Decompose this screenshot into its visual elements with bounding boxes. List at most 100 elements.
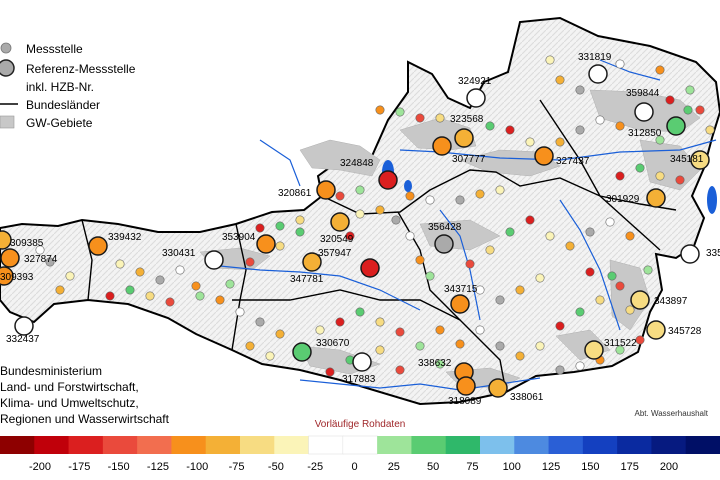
station-dot[interactable] bbox=[655, 65, 665, 75]
reference-station[interactable]: 307777 bbox=[432, 136, 486, 165]
station-dot[interactable] bbox=[595, 115, 605, 125]
station-dot[interactable] bbox=[545, 231, 555, 241]
station-dot[interactable] bbox=[105, 291, 115, 301]
reference-station[interactable]: 345728 bbox=[646, 320, 702, 340]
station-dot[interactable] bbox=[35, 245, 45, 255]
station-dot[interactable] bbox=[545, 55, 555, 65]
reference-station[interactable]: 327874 bbox=[0, 248, 58, 268]
station-dot[interactable] bbox=[195, 291, 205, 301]
reference-station[interactable]: 301929 bbox=[606, 188, 666, 208]
station-dot[interactable] bbox=[155, 275, 165, 285]
station-dot[interactable] bbox=[455, 339, 465, 349]
station-dot[interactable] bbox=[555, 75, 565, 85]
station-dot[interactable] bbox=[585, 227, 595, 237]
station-dot[interactable] bbox=[595, 295, 605, 305]
station-dot[interactable] bbox=[295, 227, 305, 237]
station-dot[interactable] bbox=[485, 121, 495, 131]
station-dot[interactable] bbox=[415, 341, 425, 351]
station-dot[interactable] bbox=[505, 227, 515, 237]
station-dot[interactable] bbox=[425, 271, 435, 281]
station-dot[interactable] bbox=[555, 321, 565, 331]
reference-station[interactable]: 312850 bbox=[628, 116, 686, 139]
station-dot[interactable] bbox=[375, 205, 385, 215]
station-dot[interactable] bbox=[215, 295, 225, 305]
station-dot[interactable] bbox=[475, 189, 485, 199]
station-dot[interactable] bbox=[265, 351, 275, 361]
station-dot[interactable] bbox=[615, 121, 625, 131]
station-dot[interactable] bbox=[255, 317, 265, 327]
reference-station[interactable]: 339432 bbox=[88, 232, 142, 256]
reference-station[interactable]: 331819 bbox=[578, 52, 612, 84]
reference-station[interactable]: 309385 bbox=[0, 230, 44, 250]
station-dot[interactable] bbox=[335, 317, 345, 327]
station-dot[interactable] bbox=[695, 105, 705, 115]
reference-station[interactable]: 338061 bbox=[488, 378, 544, 403]
station-dot[interactable] bbox=[355, 307, 365, 317]
station-dot[interactable] bbox=[515, 351, 525, 361]
reference-station[interactable]: 359844 bbox=[626, 88, 660, 122]
station-dot[interactable] bbox=[225, 279, 235, 289]
station-dot[interactable] bbox=[643, 265, 653, 275]
station-dot[interactable] bbox=[607, 271, 617, 281]
station-dot[interactable] bbox=[115, 259, 125, 269]
station-dot[interactable] bbox=[495, 295, 505, 305]
station-dot[interactable] bbox=[635, 163, 645, 173]
station-dot[interactable] bbox=[375, 345, 385, 355]
station-dot[interactable] bbox=[415, 113, 425, 123]
station-dot[interactable] bbox=[575, 125, 585, 135]
station-dot[interactable] bbox=[705, 125, 715, 135]
station-dot[interactable] bbox=[315, 325, 325, 335]
station-dot[interactable] bbox=[125, 285, 135, 295]
station-dot[interactable] bbox=[245, 257, 255, 267]
reference-station[interactable]: 347781 bbox=[290, 252, 324, 285]
station-dot[interactable] bbox=[585, 267, 595, 277]
station-dot[interactable] bbox=[683, 105, 693, 115]
station-dot[interactable] bbox=[485, 245, 495, 255]
station-dot[interactable] bbox=[655, 171, 665, 181]
station-dot[interactable] bbox=[615, 281, 625, 291]
station-dot[interactable] bbox=[55, 285, 65, 295]
station-dot[interactable] bbox=[395, 365, 405, 375]
reference-station[interactable]: 357947 bbox=[318, 248, 380, 278]
station-dot[interactable] bbox=[405, 231, 415, 241]
station-dot[interactable] bbox=[435, 325, 445, 335]
station-dot[interactable] bbox=[391, 215, 401, 225]
station-dot[interactable] bbox=[275, 241, 285, 251]
reference-station[interactable]: 330431 bbox=[162, 248, 224, 270]
reference-station[interactable]: 343715 bbox=[444, 284, 478, 314]
station-dot[interactable] bbox=[245, 341, 255, 351]
station-dot[interactable] bbox=[135, 267, 145, 277]
station-dot[interactable] bbox=[191, 281, 201, 291]
station-dot[interactable] bbox=[275, 329, 285, 339]
station-dot[interactable] bbox=[605, 217, 615, 227]
station-dot[interactable] bbox=[615, 59, 625, 69]
station-dot[interactable] bbox=[615, 345, 625, 355]
reference-station[interactable]: 343897 bbox=[630, 290, 688, 310]
station-dot[interactable] bbox=[145, 291, 155, 301]
reference-station[interactable]: 332437 bbox=[6, 316, 40, 345]
station-dot[interactable] bbox=[435, 113, 445, 123]
station-dot[interactable] bbox=[325, 367, 335, 377]
station-dot[interactable] bbox=[515, 285, 525, 295]
station-dot[interactable] bbox=[65, 271, 75, 281]
station-dot[interactable] bbox=[565, 241, 575, 251]
station-dot[interactable] bbox=[635, 335, 645, 345]
station-dot[interactable] bbox=[165, 297, 175, 307]
station-dot[interactable] bbox=[295, 215, 305, 225]
station-dot[interactable] bbox=[465, 259, 475, 269]
reference-station[interactable]: 323568 bbox=[450, 114, 484, 148]
station-dot[interactable] bbox=[255, 223, 265, 233]
reference-station[interactable]: 309393 bbox=[0, 266, 34, 286]
reference-station[interactable]: 335 bbox=[680, 244, 720, 264]
reference-station[interactable]: 320861 bbox=[278, 180, 336, 200]
station-dot[interactable] bbox=[535, 273, 545, 283]
station-dot[interactable] bbox=[475, 325, 485, 335]
station-dot[interactable] bbox=[575, 307, 585, 317]
station-dot[interactable] bbox=[525, 215, 535, 225]
reference-station[interactable]: 327437 bbox=[534, 146, 590, 167]
station-dot[interactable] bbox=[685, 85, 695, 95]
station-dot[interactable] bbox=[555, 365, 565, 375]
station-dot[interactable] bbox=[355, 185, 365, 195]
reference-station[interactable]: 318089 bbox=[448, 376, 482, 407]
station-dot[interactable] bbox=[665, 95, 675, 105]
